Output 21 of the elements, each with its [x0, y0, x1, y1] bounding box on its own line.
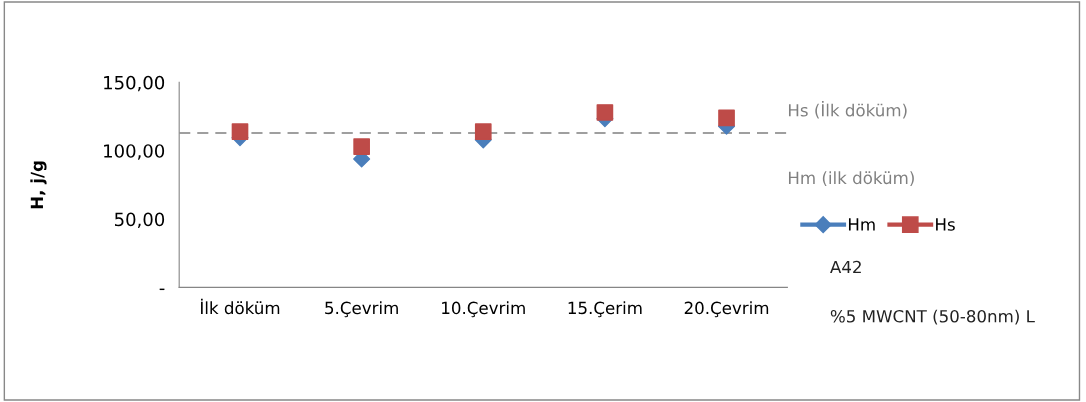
y-tick-label: 100,00 [104, 144, 165, 160]
legend-label: Hm [848, 218, 875, 231]
x-tick-label: 15.Çerim [568, 301, 642, 318]
point [474, 123, 492, 140]
x-tick-label: 20.Çevrim [684, 301, 769, 318]
text: A42 [830, 260, 861, 274]
point [718, 109, 735, 127]
text: Hm (ilk döküm) [788, 171, 914, 187]
y-tick-label: 150,00 [104, 75, 165, 92]
point [596, 104, 614, 121]
point [353, 138, 370, 155]
y-tick-label: 50,00 [115, 212, 165, 229]
ref-line-label: Hs (İlk döküm) [788, 101, 907, 119]
point [231, 123, 249, 140]
x-tick-label: 10.Çevrim [442, 301, 525, 318]
legend-label: Hs [936, 218, 955, 231]
text: %5 MWCNT (50-80nm) L [830, 309, 1035, 325]
x-tick-label: 5.Çevrim [325, 301, 398, 318]
x-tick-label: İlk döküm [201, 298, 280, 315]
y-tick-label: - [159, 288, 165, 291]
y-axis-title: H, j/g [30, 161, 47, 209]
